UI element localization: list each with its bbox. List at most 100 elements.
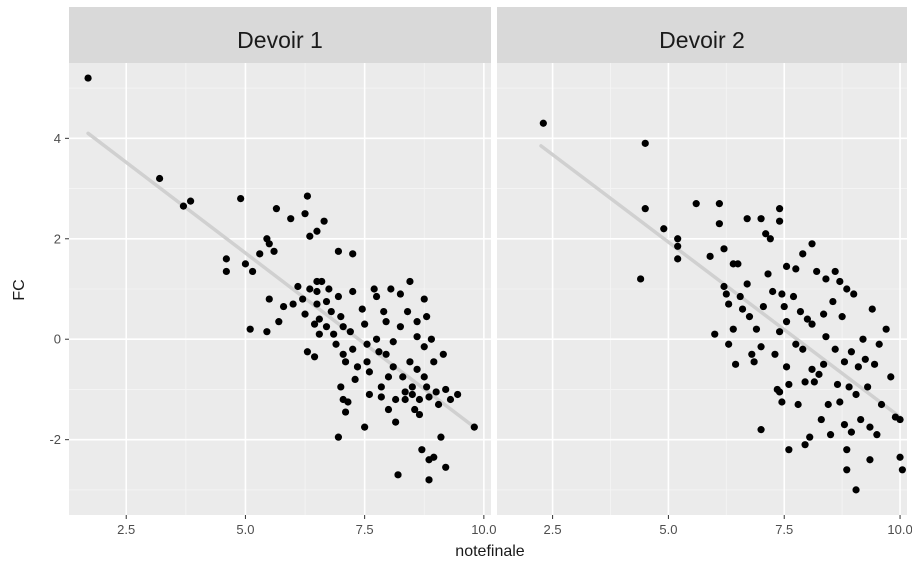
data-point xyxy=(306,232,314,240)
panel-devoir-2: Devoir 2 2.5 5.0 7.5 10.0 xyxy=(497,7,912,537)
data-point xyxy=(711,330,719,338)
data-point xyxy=(384,405,393,414)
data-point xyxy=(430,358,438,366)
data-point xyxy=(332,340,340,348)
data-point xyxy=(408,383,416,391)
data-point xyxy=(470,423,478,431)
data-point xyxy=(222,255,230,263)
data-point xyxy=(294,282,302,291)
data-point xyxy=(875,340,883,348)
data-point xyxy=(731,360,740,368)
data-point xyxy=(674,255,682,263)
data-point xyxy=(425,476,433,484)
data-point xyxy=(806,433,814,441)
data-point xyxy=(337,383,345,391)
data-point xyxy=(674,235,682,243)
data-point xyxy=(843,285,851,293)
data-point xyxy=(275,318,283,326)
data-point xyxy=(365,368,374,376)
data-point xyxy=(179,202,188,210)
data-point xyxy=(155,174,164,183)
data-point xyxy=(382,318,390,326)
data-point xyxy=(759,302,767,311)
data-point xyxy=(392,395,400,404)
x-tick-label: 7.5 xyxy=(356,522,374,537)
data-point xyxy=(306,285,314,293)
data-point xyxy=(801,441,809,449)
data-point xyxy=(729,325,737,333)
data-point xyxy=(792,340,800,348)
data-point xyxy=(446,395,455,404)
data-point xyxy=(246,325,254,333)
data-point xyxy=(637,275,645,283)
data-point xyxy=(715,220,723,228)
data-point xyxy=(810,378,818,386)
data-point xyxy=(794,400,802,409)
data-point xyxy=(775,205,784,213)
data-point xyxy=(415,395,424,404)
data-point xyxy=(766,235,774,243)
data-point xyxy=(775,388,784,396)
data-point xyxy=(843,466,851,474)
data-point xyxy=(750,358,758,366)
x-tick-label: 10.0 xyxy=(471,522,496,537)
facet-strip xyxy=(497,7,907,63)
data-point xyxy=(789,292,798,301)
data-point xyxy=(641,205,649,213)
data-point xyxy=(377,393,385,401)
data-point xyxy=(241,260,250,268)
data-point xyxy=(826,431,835,439)
data-point xyxy=(363,340,371,348)
data-point xyxy=(401,395,409,404)
data-point xyxy=(877,400,886,409)
data-point xyxy=(722,290,730,298)
data-point xyxy=(327,308,335,316)
data-point xyxy=(771,350,779,358)
data-point xyxy=(785,380,793,389)
data-point xyxy=(743,280,751,288)
data-point xyxy=(442,463,450,471)
y-axis-title: FC xyxy=(11,279,28,300)
data-point xyxy=(423,313,431,321)
data-point xyxy=(418,446,426,454)
data-point xyxy=(778,290,786,298)
data-point xyxy=(660,225,668,233)
data-point xyxy=(396,290,405,298)
data-point xyxy=(372,335,381,343)
data-point xyxy=(720,282,728,291)
data-point xyxy=(822,275,830,283)
data-point xyxy=(692,200,700,208)
data-point xyxy=(361,320,369,328)
data-point xyxy=(380,308,388,316)
data-point xyxy=(279,302,288,311)
panel-devoir-1: Devoir 1 2.5 5.0 7.5 10.0 xyxy=(69,7,497,537)
data-point xyxy=(843,446,851,454)
data-point xyxy=(861,355,869,363)
data-point xyxy=(720,245,728,253)
facet-strip-label: Devoir 2 xyxy=(659,27,745,53)
data-point xyxy=(757,215,765,223)
data-point xyxy=(420,295,428,303)
y-tick-label: 0 xyxy=(54,332,61,347)
data-point xyxy=(852,486,860,494)
data-point xyxy=(817,415,825,424)
data-point xyxy=(782,262,791,270)
data-point xyxy=(769,287,777,296)
data-point xyxy=(882,325,890,333)
data-point xyxy=(873,431,881,439)
data-point xyxy=(420,373,428,381)
data-point xyxy=(337,313,345,321)
y-axis: -2 0 2 4 xyxy=(49,131,69,447)
data-point xyxy=(420,343,428,351)
data-point xyxy=(780,302,788,311)
data-point xyxy=(396,323,405,331)
data-point xyxy=(442,385,450,394)
data-point xyxy=(745,313,754,321)
data-point xyxy=(782,318,791,326)
data-point xyxy=(847,348,856,356)
data-point xyxy=(248,267,257,276)
data-point xyxy=(310,353,319,361)
data-point xyxy=(413,365,421,373)
data-point xyxy=(725,340,733,348)
data-point xyxy=(870,360,879,368)
